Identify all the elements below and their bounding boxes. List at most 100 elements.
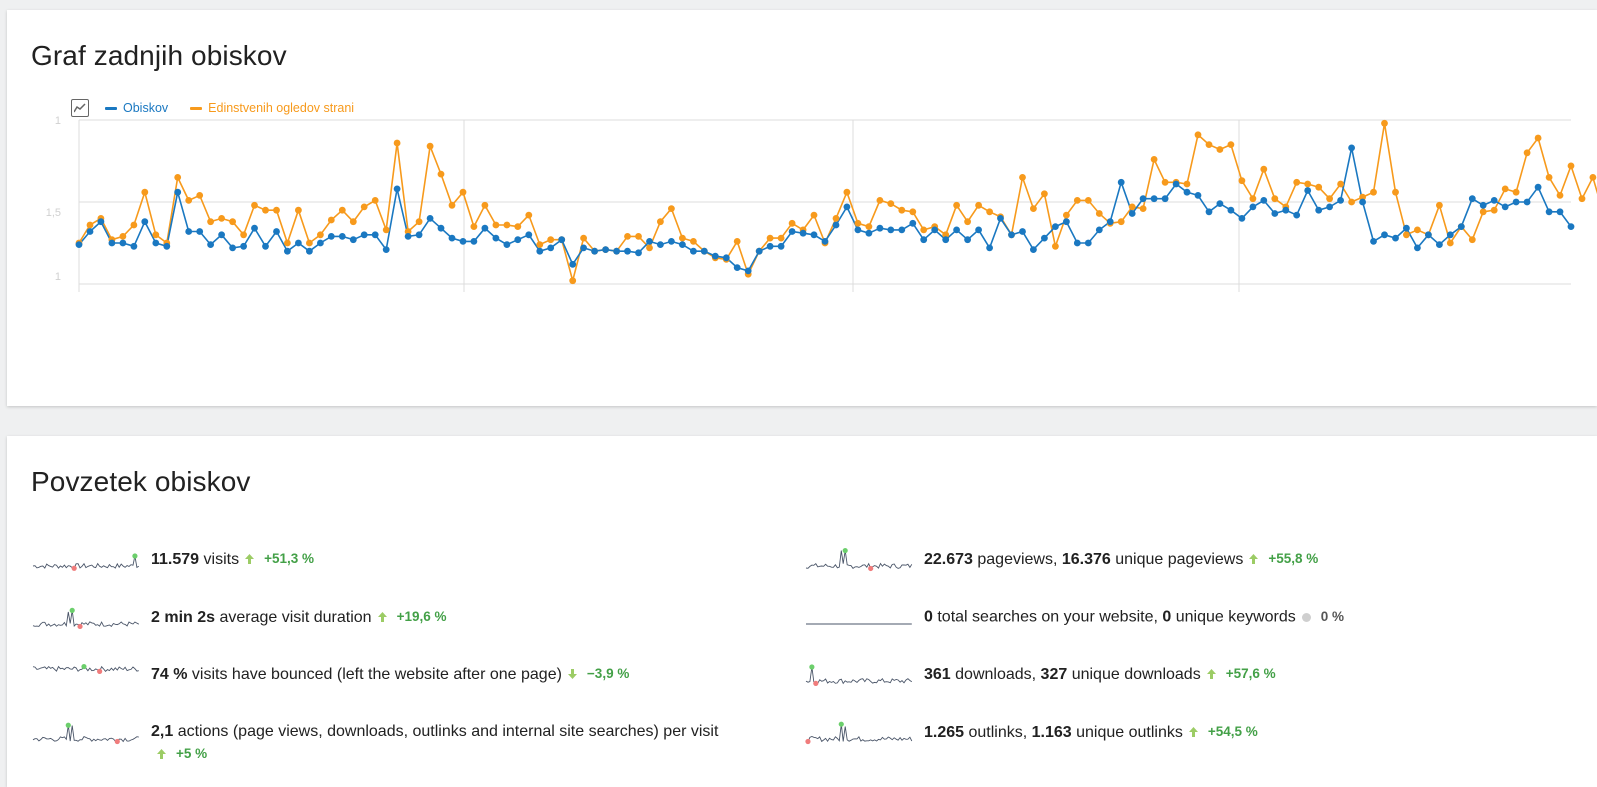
data-point-visits bbox=[1095, 226, 1103, 234]
sparkline-path bbox=[32, 555, 140, 569]
data-point-visits bbox=[755, 247, 763, 255]
data-point-unique-pageviews bbox=[986, 208, 993, 216]
data-point-unique-pageviews bbox=[393, 139, 401, 147]
data-point-visits bbox=[338, 233, 346, 240]
sparkline-max-dot bbox=[81, 663, 87, 670]
metric-text-pageviews: 22.673 pageviews, 16.376 unique pageview… bbox=[924, 548, 1318, 571]
data-point-unique-pageviews bbox=[1315, 183, 1323, 191]
sparkline[interactable] bbox=[804, 655, 914, 691]
data-point-visits bbox=[1381, 231, 1388, 239]
data-point-visits bbox=[744, 267, 752, 275]
data-point-unique-pageviews bbox=[371, 197, 379, 204]
data-point-visits bbox=[1501, 203, 1509, 211]
sparkline-path bbox=[805, 550, 913, 570]
data-point-unique-pageviews bbox=[1117, 218, 1125, 226]
data-point-visits bbox=[1534, 183, 1542, 191]
data-point-unique-pageviews bbox=[668, 205, 675, 212]
data-point-visits bbox=[393, 185, 401, 193]
data-point-visits bbox=[1106, 218, 1114, 226]
sparkline-min-dot bbox=[114, 738, 120, 745]
data-point-unique-pageviews bbox=[1512, 188, 1520, 196]
data-point-unique-pageviews bbox=[1019, 174, 1026, 181]
data-point-visits bbox=[777, 242, 785, 250]
data-point-visits bbox=[437, 224, 445, 232]
data-point-visits bbox=[1172, 180, 1180, 188]
data-point-visits bbox=[1326, 203, 1333, 211]
data-point-unique-pageviews bbox=[1501, 185, 1509, 193]
data-point-visits bbox=[207, 241, 215, 249]
metric-value: 74 % bbox=[151, 666, 188, 683]
data-point-unique-pageviews bbox=[1073, 197, 1081, 204]
data-point-unique-pageviews bbox=[1348, 198, 1355, 206]
sparkline-max-dot bbox=[809, 664, 815, 670]
data-point-visits bbox=[108, 239, 116, 247]
data-point-visits bbox=[163, 242, 171, 250]
metric-trend: +57,6 % bbox=[1206, 663, 1276, 685]
data-point-visits bbox=[569, 260, 577, 268]
sparkline[interactable] bbox=[804, 540, 914, 576]
sparkline[interactable] bbox=[804, 713, 914, 749]
metric-value: 0 bbox=[924, 608, 933, 626]
metric-value: 1.163 bbox=[1031, 724, 1072, 741]
metric-value: 1.265 bbox=[924, 724, 965, 741]
data-point-unique-pageviews bbox=[295, 206, 302, 214]
data-point-visits bbox=[668, 238, 675, 245]
data-point-unique-pageviews bbox=[470, 223, 478, 230]
data-point-unique-pageviews bbox=[1139, 205, 1147, 212]
sparkline-min-dot bbox=[813, 680, 819, 686]
data-point-unique-pageviews bbox=[514, 223, 522, 230]
legend-item-unique-pageviews[interactable]: Edinstvenih ogledov strani bbox=[190, 101, 354, 115]
data-point-visits bbox=[1359, 198, 1366, 206]
data-point-visits bbox=[273, 228, 280, 235]
data-point-visits bbox=[1150, 195, 1158, 203]
data-point-visits bbox=[327, 233, 335, 240]
data-point-visits bbox=[492, 234, 500, 242]
data-point-unique-pageviews bbox=[1381, 119, 1388, 127]
sparkline[interactable] bbox=[31, 598, 141, 634]
data-point-visits bbox=[580, 244, 587, 252]
metric-text-searches: 0 total searches on your website, 0 uniq… bbox=[924, 606, 1344, 629]
line-chart: 11,51 bbox=[46, 115, 1597, 292]
arrow-up-icon bbox=[245, 554, 255, 564]
data-point-visits bbox=[306, 247, 313, 255]
metric-label: total searches on your website, bbox=[932, 608, 1163, 626]
data-point-visits bbox=[975, 226, 982, 234]
sparkline-min-dot bbox=[805, 738, 811, 745]
chart-line-icon[interactable] bbox=[71, 99, 89, 117]
data-point-unique-pageviews bbox=[174, 174, 182, 181]
data-point-unique-pageviews bbox=[1403, 231, 1410, 239]
data-point-unique-pageviews bbox=[338, 206, 346, 214]
data-point-visits bbox=[1457, 223, 1465, 230]
data-point-unique-pageviews bbox=[1490, 206, 1498, 214]
data-point-visits bbox=[295, 239, 302, 247]
data-point-visits bbox=[722, 254, 730, 262]
sparkline-max-dot bbox=[132, 553, 138, 559]
arrow-up-icon bbox=[377, 612, 387, 622]
data-point-unique-pageviews bbox=[679, 234, 686, 242]
sparkline[interactable] bbox=[31, 540, 141, 576]
legend-item-visits[interactable]: Obiskov bbox=[105, 101, 168, 115]
data-point-visits bbox=[1139, 195, 1147, 203]
data-point-unique-pageviews bbox=[1238, 177, 1246, 185]
data-point-visits bbox=[284, 247, 291, 255]
data-point-visits bbox=[119, 239, 127, 247]
data-point-unique-pageviews bbox=[777, 234, 785, 242]
data-point-visits bbox=[854, 226, 862, 234]
data-point-visits bbox=[1117, 178, 1125, 186]
data-point-visits bbox=[1238, 215, 1246, 222]
sparkline[interactable] bbox=[804, 598, 914, 634]
arrow-up-icon bbox=[1188, 727, 1198, 737]
data-point-visits bbox=[218, 231, 226, 239]
sparkline[interactable] bbox=[31, 713, 141, 749]
data-point-visits bbox=[141, 218, 149, 226]
data-point-unique-pageviews bbox=[152, 231, 160, 239]
data-point-visits bbox=[251, 224, 258, 232]
metric-label: average visit duration bbox=[215, 609, 372, 626]
data-point-visits bbox=[1183, 188, 1191, 196]
sparkline[interactable] bbox=[31, 655, 141, 691]
data-point-unique-pageviews bbox=[547, 236, 555, 244]
trend-value: +55,8 % bbox=[1268, 551, 1319, 566]
data-point-visits bbox=[920, 236, 928, 244]
data-point-unique-pageviews bbox=[1446, 239, 1454, 247]
metric-label: visits bbox=[199, 551, 240, 568]
